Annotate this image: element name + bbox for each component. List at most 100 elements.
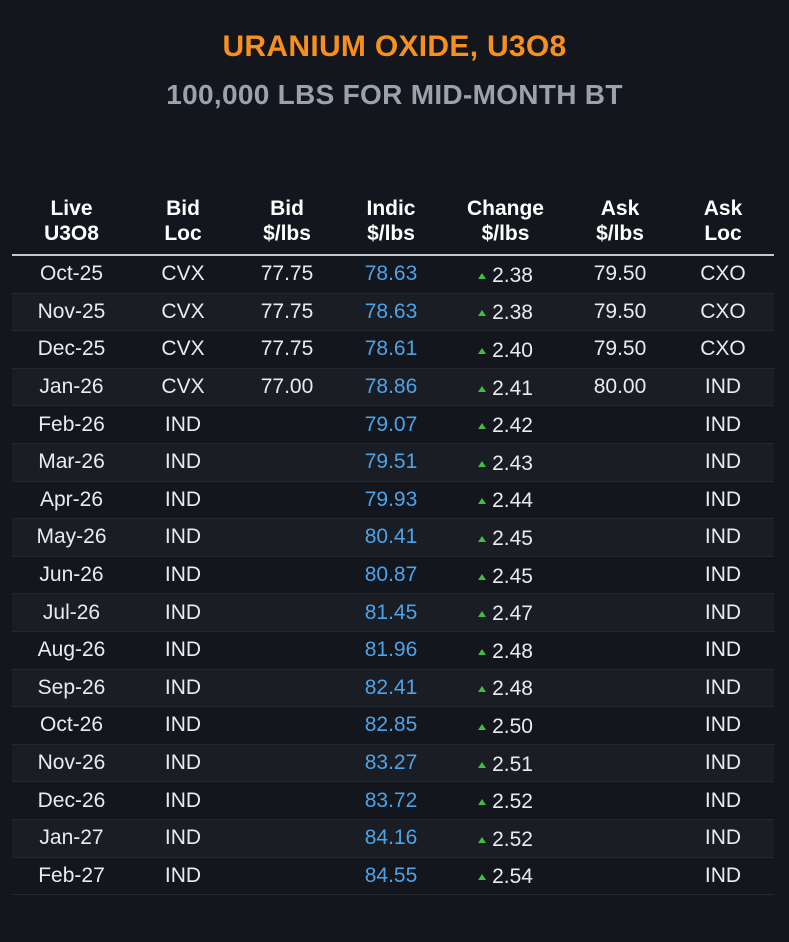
cell-indic: 80.87 <box>364 563 418 587</box>
cell-change: 2.42 <box>443 411 568 438</box>
table-row[interactable]: Apr-26 IND 79.93 2.44 IND <box>12 481 774 520</box>
change-value: 2.51 <box>492 752 533 776</box>
cell-indic: 78.86 <box>364 375 418 399</box>
cell-ask-loc: IND <box>704 788 742 812</box>
table-row[interactable]: Jul-26 IND 81.45 2.47 IND <box>12 594 774 632</box>
cell-ask-loc: IND <box>704 675 742 699</box>
triangle-up-icon <box>478 347 487 354</box>
cell-ask-loc: IND <box>704 412 742 436</box>
cell-change: 2.52 <box>443 787 568 814</box>
triangle-up-icon <box>478 836 487 843</box>
table-row[interactable]: Feb-26 IND 79.07 2.42 IND <box>12 406 774 444</box>
cell-change: 2.38 <box>443 298 568 325</box>
table-row[interactable]: Nov-25 CVX 77.75 78.63 2.38 79.50 CXO <box>12 293 774 332</box>
column-header-ask-loc: Ask Loc <box>703 197 743 245</box>
cell-change: 2.45 <box>443 524 568 551</box>
cell-bid: 77.75 <box>260 299 314 323</box>
cell-bid-loc: IND <box>164 563 202 587</box>
cell-bid-loc: CVX <box>161 299 205 323</box>
cell-indic: 83.27 <box>364 751 418 775</box>
table-row[interactable]: Dec-26 IND 83.72 2.52 IND <box>12 782 774 820</box>
cell-indic: 84.55 <box>364 863 418 887</box>
cell-ask-loc: IND <box>704 713 742 737</box>
cell-bid-loc: IND <box>164 450 202 474</box>
cell-contract-month: Apr-26 <box>39 487 104 511</box>
triangle-up-icon <box>478 799 487 806</box>
cell-ask-loc: IND <box>704 863 742 887</box>
cell-contract-month: Nov-25 <box>37 299 106 323</box>
cell-ask-loc: IND <box>704 751 742 775</box>
cell-indic: 83.72 <box>364 788 418 812</box>
cell-bid-loc: CVX <box>161 337 205 361</box>
column-header-bid: Bid $/lbs <box>263 197 311 245</box>
cell-indic: 84.16 <box>364 826 418 850</box>
change-value: 2.40 <box>492 338 533 362</box>
change-value: 2.50 <box>492 714 533 738</box>
table-row[interactable]: Dec-25 CVX 77.75 78.61 2.40 79.50 CXO <box>12 331 774 369</box>
triangle-up-icon <box>478 686 487 693</box>
cell-ask-loc: IND <box>704 375 742 399</box>
triangle-up-icon <box>478 310 487 317</box>
table-row[interactable]: Jun-26 IND 80.87 2.45 IND <box>12 556 774 595</box>
cell-ask-loc: IND <box>704 525 742 549</box>
cell-change: 2.48 <box>443 637 568 664</box>
change-value: 2.45 <box>492 564 533 588</box>
cell-change: 2.38 <box>443 261 568 288</box>
table-row[interactable]: May-26 IND 80.41 2.45 IND <box>12 519 774 557</box>
cell-change: 2.41 <box>443 374 568 401</box>
triangle-up-icon <box>478 385 487 392</box>
triangle-up-icon <box>478 460 487 467</box>
cell-ask-loc: IND <box>704 450 742 474</box>
change-value: 2.48 <box>492 677 533 701</box>
triangle-up-icon <box>478 498 487 505</box>
change-value: 2.54 <box>492 865 533 889</box>
cell-contract-month: Feb-27 <box>38 863 105 887</box>
cell-change: 2.54 <box>443 862 568 889</box>
cell-ask-loc: IND <box>704 563 742 587</box>
cell-ask-loc: CXO <box>700 299 746 323</box>
table-row[interactable]: Sep-26 IND 82.41 2.48 IND <box>12 669 774 708</box>
cell-bid-loc: IND <box>164 525 202 549</box>
cell-indic: 82.41 <box>364 675 418 699</box>
column-header-ask: Ask $/lbs <box>596 197 644 245</box>
cell-contract-month: Feb-26 <box>38 412 105 436</box>
table-header: Live U3O8 Bid Loc Bid $/lbs Indic $/lbs … <box>12 196 774 256</box>
cell-bid-loc: IND <box>164 638 202 662</box>
cell-indic: 79.93 <box>364 487 418 511</box>
column-header-indic: Indic $/lbs <box>366 197 416 245</box>
change-value: 2.44 <box>492 489 533 513</box>
change-value: 2.42 <box>492 414 533 438</box>
cell-contract-month: May-26 <box>36 525 107 549</box>
cell-contract-month: Jun-26 <box>39 563 104 587</box>
cell-bid-loc: IND <box>164 788 202 812</box>
cell-change: 2.50 <box>443 712 568 739</box>
cell-contract-month: Sep-26 <box>37 675 106 699</box>
table-row[interactable]: Oct-26 IND 82.85 2.50 IND <box>12 707 774 745</box>
cell-bid: 77.75 <box>260 337 314 361</box>
table-row[interactable]: Oct-25 CVX 77.75 78.63 2.38 79.50 CXO <box>12 256 774 294</box>
cell-indic: 79.51 <box>364 450 418 474</box>
cell-indic: 78.63 <box>364 299 418 323</box>
cell-change: 2.43 <box>443 449 568 476</box>
table-row[interactable]: Jan-27 IND 84.16 2.52 IND <box>12 819 774 858</box>
triangle-up-icon <box>478 648 487 655</box>
cell-ask-loc: IND <box>704 826 742 850</box>
triangle-up-icon <box>478 611 487 618</box>
cell-ask: 79.50 <box>593 262 647 286</box>
cell-bid-loc: IND <box>164 600 202 624</box>
cell-indic: 78.63 <box>364 262 418 286</box>
table-row[interactable]: Mar-26 IND 79.51 2.43 IND <box>12 443 774 482</box>
cell-contract-month: Mar-26 <box>38 450 105 474</box>
cell-indic: 81.45 <box>364 600 418 624</box>
column-header-bid-loc: Bid Loc <box>164 197 202 245</box>
table-row[interactable]: Jan-26 CVX 77.00 78.86 2.41 80.00 IND <box>12 368 774 407</box>
cell-ask: 79.50 <box>593 299 647 323</box>
cell-bid-loc: IND <box>164 713 202 737</box>
cell-change: 2.45 <box>443 562 568 589</box>
table-row[interactable]: Aug-26 IND 81.96 2.48 IND <box>12 631 774 670</box>
table-body: Oct-25 CVX 77.75 78.63 2.38 79.50 CXO Nov-25 CVX… <box>12 256 774 896</box>
change-value: 2.47 <box>492 602 533 626</box>
change-value: 2.52 <box>492 827 533 851</box>
table-row[interactable]: Nov-26 IND 83.27 2.51 IND <box>12 744 774 783</box>
table-row[interactable]: Feb-27 IND 84.55 2.54 IND <box>12 857 774 896</box>
